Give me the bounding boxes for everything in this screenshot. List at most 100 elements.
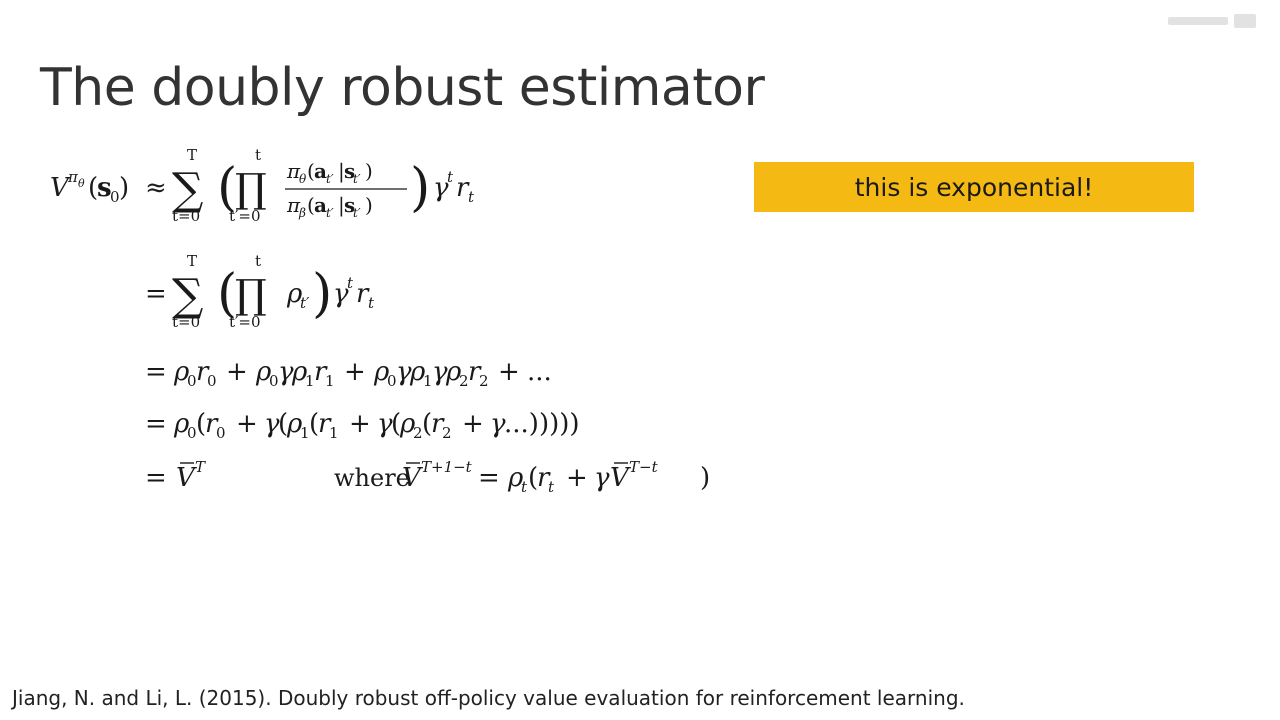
- svg-text:a: a: [314, 159, 327, 183]
- svg-text:): ): [312, 264, 332, 324]
- svg-text:r: r: [456, 173, 470, 203]
- svg-text:γ: γ: [377, 409, 393, 439]
- svg-text:∑: ∑: [172, 164, 203, 215]
- svg-text:r: r: [431, 409, 445, 439]
- svg-text:t′: t′: [326, 206, 334, 220]
- svg-text:π: π: [286, 159, 301, 183]
- svg-text:1: 1: [300, 424, 310, 442]
- svg-text:π: π: [286, 193, 301, 217]
- svg-text:ρ: ρ: [399, 409, 416, 439]
- where-word: where: [334, 464, 410, 492]
- svg-text:T+1−t: T+1−t: [421, 458, 473, 476]
- svg-text:(: (: [278, 409, 288, 439]
- svg-text:+: +: [349, 409, 371, 439]
- svg-text:1: 1: [329, 424, 339, 442]
- svg-text:=: =: [145, 279, 167, 309]
- svg-text:+: +: [236, 409, 258, 439]
- svg-text:(: (: [391, 409, 401, 439]
- svg-text:): ): [410, 158, 430, 218]
- svg-text:(: (: [88, 173, 98, 203]
- svg-text:): ): [700, 463, 710, 493]
- svg-text:): ): [365, 159, 373, 183]
- svg-text:=: =: [145, 409, 167, 439]
- svg-text:T: T: [195, 458, 206, 476]
- svg-text:r: r: [318, 409, 332, 439]
- svg-text:ρ: ρ: [291, 357, 308, 387]
- svg-text:γ: γ: [490, 409, 506, 439]
- svg-text:): ): [365, 193, 373, 217]
- svg-text:ρ: ρ: [173, 357, 190, 387]
- svg-text:ρ: ρ: [173, 409, 190, 439]
- svg-text:β: β: [298, 206, 306, 220]
- svg-text:2: 2: [413, 424, 423, 442]
- svg-text:0: 0: [387, 372, 397, 390]
- svg-text:r: r: [314, 357, 328, 387]
- svg-text:(: (: [309, 409, 319, 439]
- svg-text:t: t: [255, 252, 261, 270]
- svg-text:V: V: [402, 463, 423, 493]
- svg-text:t: t: [255, 146, 261, 164]
- svg-text:=: =: [478, 463, 500, 493]
- svg-text:t: t: [368, 294, 375, 312]
- svg-text:γ: γ: [396, 357, 412, 387]
- citation-reference: Jiang, N. and Li, L. (2015). Doubly robu…: [12, 686, 965, 710]
- svg-text:t: t: [347, 274, 354, 292]
- svg-text:T−t: T−t: [629, 458, 659, 476]
- svg-text:γ: γ: [264, 409, 280, 439]
- svg-text:(: (: [196, 409, 206, 439]
- svg-text:+: +: [226, 357, 248, 387]
- svg-text:V: V: [50, 173, 71, 203]
- callout-text: this is exponential!: [854, 172, 1094, 202]
- svg-text:0: 0: [187, 372, 197, 390]
- svg-text:ρ: ρ: [445, 357, 462, 387]
- svg-text:+: +: [498, 357, 520, 387]
- svg-text:2: 2: [442, 424, 452, 442]
- svg-text:γ: γ: [278, 357, 294, 387]
- svg-text:r: r: [205, 409, 219, 439]
- svg-text:ρ: ρ: [286, 279, 303, 309]
- svg-text:(: (: [307, 193, 315, 217]
- svg-text:|: |: [338, 159, 345, 184]
- svg-text:t′: t′: [326, 172, 334, 186]
- svg-text:...: ...: [527, 357, 552, 387]
- svg-text:t=0: t=0: [172, 207, 200, 225]
- svg-text:s: s: [344, 193, 355, 217]
- svg-text:t′=0: t′=0: [229, 313, 261, 331]
- svg-text:t′: t′: [353, 206, 361, 220]
- svg-text:=: =: [145, 463, 167, 493]
- svg-text:(: (: [217, 158, 237, 218]
- svg-text:t′=0: t′=0: [229, 207, 261, 225]
- svg-text:≈: ≈: [145, 173, 167, 203]
- svg-text:0: 0: [110, 188, 120, 206]
- svg-text:r: r: [537, 463, 551, 493]
- svg-text:r: r: [356, 279, 370, 309]
- svg-text:0: 0: [269, 372, 279, 390]
- svg-text:t: t: [447, 168, 454, 186]
- svg-text:V: V: [176, 463, 197, 493]
- svg-text:0: 0: [207, 372, 217, 390]
- svg-text:): ): [119, 173, 129, 203]
- svg-text:...))))): ...))))): [504, 409, 580, 439]
- exponential-callout: this is exponential!: [754, 162, 1194, 212]
- svg-text:ρ: ρ: [409, 357, 426, 387]
- svg-text:t: t: [521, 478, 528, 496]
- equation-line-4: = ρ 0 ( r 0 + γ ( ρ 1 ( r 1 + γ ( ρ 2 ( …: [145, 409, 580, 442]
- svg-text:0: 0: [216, 424, 226, 442]
- svg-text:∏: ∏: [235, 166, 267, 212]
- svg-text:T: T: [187, 146, 197, 164]
- svg-text:(: (: [307, 159, 315, 183]
- equation-line-3: = ρ 0 r 0 + ρ 0 γ ρ 1 r 1 + ρ 0 γ ρ 1 γ …: [145, 357, 552, 390]
- svg-text:+: +: [566, 463, 588, 493]
- svg-text:|: |: [338, 193, 345, 218]
- svg-text:0: 0: [187, 424, 197, 442]
- svg-text:ρ: ρ: [507, 463, 524, 493]
- svg-text:π: π: [67, 168, 79, 186]
- svg-text:2: 2: [459, 372, 469, 390]
- svg-text:t=0: t=0: [172, 313, 200, 331]
- slide-title: The doubly robust estimator: [40, 58, 765, 118]
- svg-text:ρ: ρ: [373, 357, 390, 387]
- svg-text:2: 2: [479, 372, 489, 390]
- svg-text:T: T: [187, 252, 197, 270]
- svg-text:γ: γ: [594, 463, 610, 493]
